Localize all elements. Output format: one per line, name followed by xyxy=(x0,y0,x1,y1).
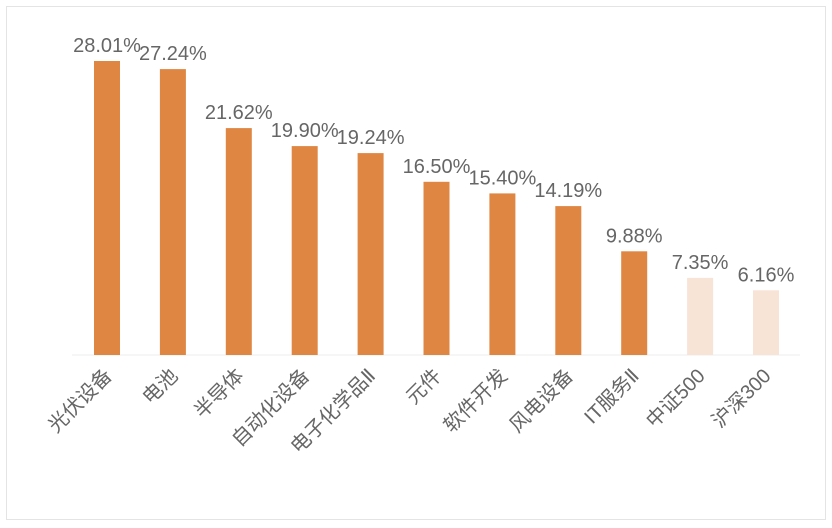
data-label: 7.35% xyxy=(672,252,729,274)
x-tick-label: 光伏设备 xyxy=(44,364,117,437)
data-label: 14.19% xyxy=(534,180,602,202)
data-label: 21.62% xyxy=(205,102,273,124)
x-tick-label: 软件开发 xyxy=(439,364,512,437)
x-tick-label: IT服务Ⅱ xyxy=(580,364,644,428)
bar xyxy=(94,61,120,355)
bar xyxy=(687,277,714,355)
bar xyxy=(225,128,252,355)
data-label: 27.24% xyxy=(139,43,207,65)
bar xyxy=(423,181,450,355)
x-tick-label: 元件 xyxy=(401,364,446,409)
bar xyxy=(357,153,384,355)
data-label: 19.90% xyxy=(271,120,339,142)
bar xyxy=(291,146,318,355)
data-label: 28.01% xyxy=(73,35,141,57)
x-tick-label: 沪深300 xyxy=(707,364,775,432)
x-tick-label: 风电设备 xyxy=(505,364,578,437)
bar xyxy=(555,206,582,355)
data-label: 16.50% xyxy=(403,156,471,178)
data-label: 6.16% xyxy=(738,264,795,286)
bar xyxy=(621,251,648,355)
x-tick-label: 半导体 xyxy=(190,364,249,423)
data-label: 19.24% xyxy=(337,127,405,149)
bar xyxy=(159,69,186,355)
x-tick-label: 中证500 xyxy=(641,364,709,432)
bar xyxy=(489,193,516,355)
data-label: 9.88% xyxy=(606,225,663,247)
chart-frame xyxy=(6,6,826,520)
x-tick-label: 电池 xyxy=(138,364,183,409)
data-label: 15.40% xyxy=(468,167,536,189)
bar xyxy=(753,290,779,355)
